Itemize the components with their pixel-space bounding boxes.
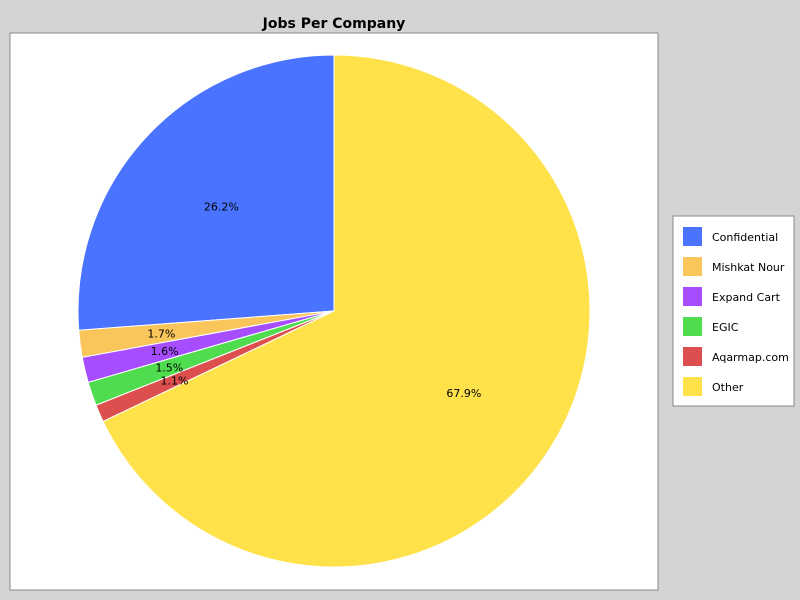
legend-label: Mishkat Nour [712,261,785,274]
legend: Confidential Mishkat Nour Expand Cart EGIC A… [672,215,795,407]
slice-label-expand-cart: 1.6% [151,345,179,358]
slice-label-confidential: 26.2% [204,201,239,214]
slice-label-other: 67.9% [446,387,481,400]
legend-label: Aqarmap.com [712,351,789,364]
chart-title: Jobs Per Company [262,16,406,32]
legend-label: Expand Cart [712,291,781,304]
pie-slice-other [102,54,591,568]
pie-slice-confidential [77,54,335,331]
legend-swatch [683,287,702,306]
slice-label-aqarmap-com: 1.1% [161,375,189,388]
legend-box [672,215,795,407]
legend-items: Confidential Mishkat Nour Expand Cart EGIC A… [683,227,789,396]
legend-label: Confidential [712,231,778,244]
legend-label: Other [712,381,744,394]
slice-label-egic: 1.5% [155,361,183,374]
legend-swatch [683,377,702,396]
slice-label-mishkat-nour: 1.7% [147,327,175,340]
legend-swatch [683,227,702,246]
legend-swatch [683,257,702,276]
legend-swatch [683,317,702,336]
legend-label: EGIC [712,321,739,334]
pie-slice-labels: 26.2% 1.7% 1.6% 1.5%1.1% 67.9% [147,201,481,400]
legend-swatch [683,347,702,366]
pie-slices [77,54,591,568]
